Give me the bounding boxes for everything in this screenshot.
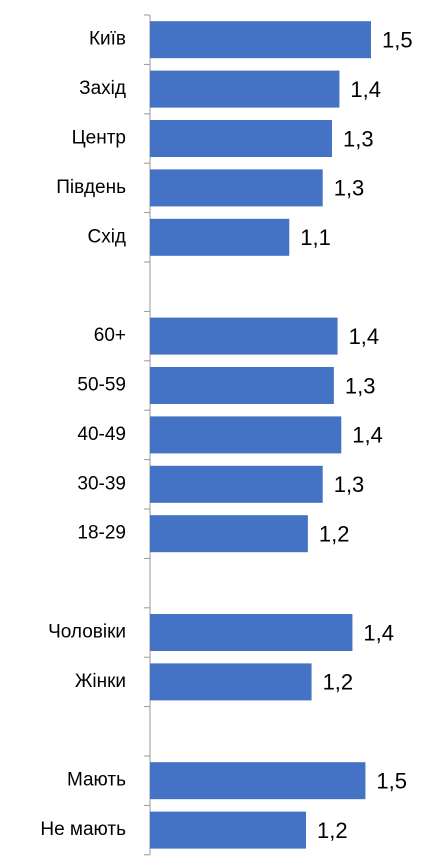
bar bbox=[150, 169, 323, 207]
category-label: 60+ bbox=[94, 325, 126, 346]
bar bbox=[150, 663, 312, 701]
bar bbox=[150, 762, 366, 800]
value-label: 1,4 bbox=[349, 324, 380, 349]
category-label: 30-39 bbox=[77, 473, 126, 494]
value-label: 1,4 bbox=[352, 423, 383, 448]
bar bbox=[150, 465, 323, 503]
bar bbox=[150, 317, 338, 355]
category-label: Чоловіки bbox=[48, 622, 126, 643]
category-label: Центр bbox=[72, 128, 126, 149]
value-label: 1,3 bbox=[334, 472, 365, 497]
bar bbox=[150, 416, 342, 454]
bar bbox=[150, 120, 332, 157]
category-label: Не мають bbox=[40, 819, 126, 840]
category-label: 40-49 bbox=[77, 424, 126, 445]
value-label: 1,3 bbox=[345, 373, 376, 398]
value-label: 1,1 bbox=[300, 225, 331, 250]
category-label: 50-59 bbox=[77, 375, 126, 396]
value-label: 1,4 bbox=[350, 77, 381, 102]
category-label: 18-29 bbox=[77, 523, 126, 544]
category-label: Схід bbox=[87, 226, 126, 247]
value-label: 1,5 bbox=[382, 28, 413, 53]
value-label: 1,2 bbox=[323, 670, 354, 695]
category-label: Південь bbox=[56, 177, 126, 198]
value-label: 1,3 bbox=[343, 126, 374, 151]
bar bbox=[150, 614, 353, 651]
bar bbox=[150, 70, 340, 108]
value-label: 1,2 bbox=[317, 818, 348, 843]
bar bbox=[150, 367, 334, 404]
category-label: Мають bbox=[67, 770, 126, 791]
value-label: 1,4 bbox=[363, 620, 394, 645]
bar bbox=[150, 218, 290, 256]
category-label: Захід bbox=[79, 78, 126, 99]
bar bbox=[150, 811, 306, 849]
bar bbox=[150, 21, 371, 59]
category-label: Київ bbox=[89, 29, 126, 50]
value-label: 1,3 bbox=[334, 176, 365, 201]
category-label: Жінки bbox=[75, 671, 126, 692]
value-label: 1,2 bbox=[319, 522, 350, 547]
bar bbox=[150, 515, 308, 553]
value-label: 1,5 bbox=[376, 769, 407, 794]
